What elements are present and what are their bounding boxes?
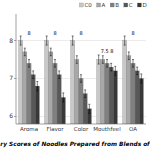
chart: 6 7 8 Aroma Flavor Color Mouthfeel OA 8 8 8 7.5 8 8 D… — [0, 0, 150, 150]
legend-swatch — [124, 3, 128, 7]
annotation: 8 — [27, 30, 30, 36]
error-bar — [140, 74, 142, 83]
legend-label: D — [142, 2, 146, 8]
bar — [139, 78, 143, 124]
error-bar — [54, 60, 56, 68]
bar — [19, 41, 23, 124]
bar — [49, 52, 53, 124]
bar — [113, 71, 117, 124]
error-bar — [106, 60, 108, 68]
legend-swatch — [137, 3, 141, 7]
annotation: 7.5 8 — [101, 48, 114, 54]
error-bar — [62, 93, 64, 102]
bar — [45, 41, 49, 124]
bar — [79, 78, 83, 124]
bar — [83, 94, 87, 124]
error-bar — [136, 67, 138, 75]
y-axis — [16, 14, 17, 124]
annotation: 8 — [131, 30, 134, 36]
error-bar — [36, 82, 38, 91]
bar — [75, 60, 79, 124]
bar — [109, 67, 113, 124]
error-bar — [80, 75, 82, 83]
annotation: 8 — [79, 30, 82, 36]
error-bar — [32, 71, 34, 79]
error-bar — [98, 55, 100, 64]
error-bar — [124, 36, 126, 45]
error-bar — [132, 60, 134, 68]
bar — [127, 56, 131, 124]
bar — [57, 75, 61, 124]
bar — [97, 60, 101, 124]
x-tick-label: Flavor — [47, 126, 65, 132]
error-bar — [88, 104, 90, 113]
error-bar — [24, 48, 26, 56]
bar — [53, 63, 57, 124]
error-bar — [110, 63, 112, 71]
legend-label: A — [102, 2, 106, 8]
y-tick-label: 8 — [9, 37, 13, 44]
x-tick-label: Mouthfeel — [93, 126, 121, 132]
bar — [123, 41, 127, 124]
plot-area — [19, 36, 144, 124]
bar — [71, 41, 75, 124]
error-bar — [50, 48, 52, 56]
error-bar — [72, 36, 74, 45]
error-bar — [76, 56, 78, 64]
error-bar — [114, 66, 116, 75]
error-bar — [20, 36, 22, 45]
bar — [101, 60, 105, 124]
legend-label: C — [129, 2, 133, 8]
error-bar — [84, 90, 86, 98]
y-tick-label: 7 — [9, 74, 13, 81]
bar — [27, 63, 31, 124]
legend-label: C0 — [84, 2, 92, 8]
x-axis — [16, 124, 146, 125]
y-tick-label: 6 — [9, 112, 13, 119]
error-bar — [102, 56, 104, 64]
error-bar — [46, 36, 48, 45]
legend-label: B — [115, 2, 119, 8]
legend-swatch — [110, 3, 114, 7]
annotation: 8 — [53, 30, 56, 36]
x-tick-label: OA — [129, 126, 137, 132]
x-tick-label: Color — [74, 126, 89, 132]
error-bar — [58, 71, 60, 79]
error-bar — [128, 52, 130, 60]
title: ry Scores of Noodles Prepared from Blend… — [0, 141, 150, 148]
error-bar — [28, 60, 30, 68]
legend-swatch — [79, 3, 83, 7]
bar — [35, 86, 39, 124]
legend: D C B A C0 — [79, 2, 146, 8]
bar — [31, 75, 35, 124]
x-tick-label: Aroma — [20, 126, 38, 132]
bar — [105, 63, 109, 124]
legend-swatch — [97, 3, 101, 7]
bar — [131, 63, 135, 124]
bar — [23, 52, 27, 124]
bar — [135, 71, 139, 124]
